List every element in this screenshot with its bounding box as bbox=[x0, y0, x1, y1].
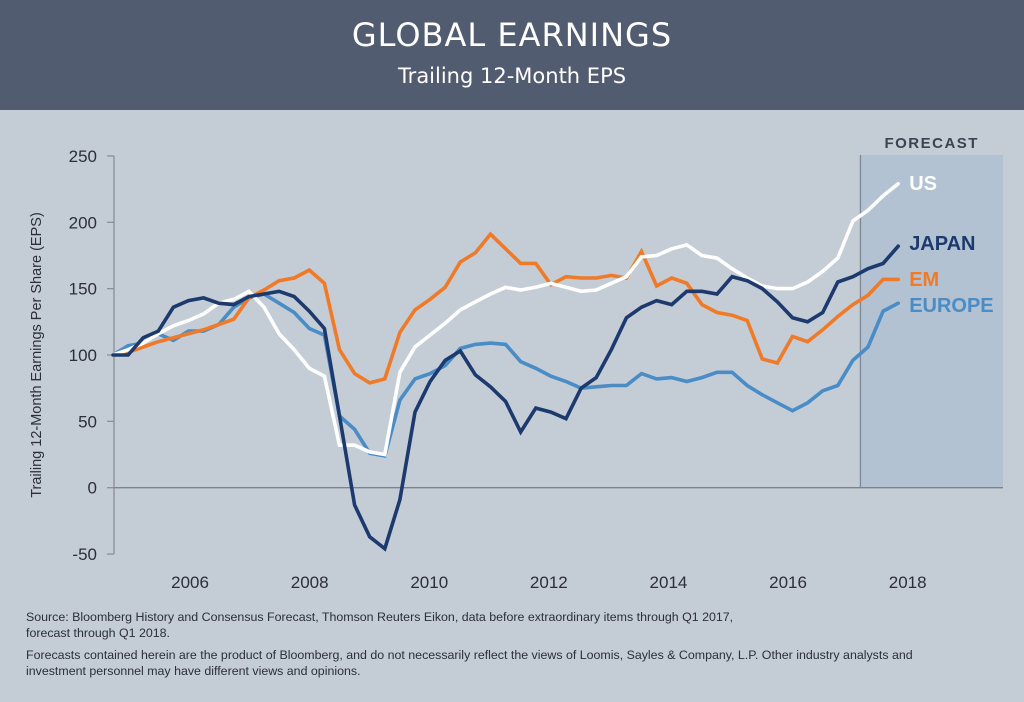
series-label-japan: JAPAN bbox=[909, 233, 975, 255]
x-tick-label: 2006 bbox=[171, 573, 209, 592]
forecast-label: FORECAST bbox=[884, 135, 979, 152]
x-tick-label: 2018 bbox=[889, 573, 927, 592]
series-line-us bbox=[111, 182, 900, 457]
series-line-europe bbox=[111, 292, 900, 458]
series-label-em: EM bbox=[909, 269, 939, 291]
disclaimer-line-1: Forecasts contained herein are the produ… bbox=[26, 648, 913, 662]
y-axis-label: Trailing 12-Month Earnings Per Share (EP… bbox=[29, 212, 45, 498]
source-note: Source: Bloomberg History and Consensus … bbox=[26, 609, 1006, 641]
y-tick-label: -50 bbox=[72, 545, 97, 564]
series-line-em bbox=[111, 231, 900, 385]
disclaimer-note: Forecasts contained herein are the produ… bbox=[26, 647, 1006, 679]
x-tick-label: 2008 bbox=[291, 573, 329, 592]
series-label-us: US bbox=[909, 173, 937, 195]
y-tick-label: 200 bbox=[69, 213, 97, 232]
chart-header: GLOBAL EARNINGS Trailing 12-Month EPS bbox=[0, 0, 1024, 110]
footnotes: Source: Bloomberg History and Consensus … bbox=[26, 609, 1006, 685]
disclaimer-line-2: investment personnel may have different … bbox=[26, 664, 361, 678]
source-line-1: Source: Bloomberg History and Consensus … bbox=[26, 610, 734, 624]
y-tick-label: 100 bbox=[69, 346, 97, 365]
series-line-japan bbox=[111, 244, 900, 552]
y-tick-label: 0 bbox=[88, 479, 97, 498]
chart-subtitle: Trailing 12-Month EPS bbox=[397, 64, 627, 88]
y-tick-label: 50 bbox=[78, 412, 97, 431]
series-label-europe: EUROPE bbox=[909, 295, 993, 317]
x-tick-label: 2016 bbox=[769, 573, 807, 592]
forecast-region bbox=[860, 154, 1003, 488]
source-line-2: forecast through Q1 2018. bbox=[26, 626, 170, 640]
y-tick-label: 250 bbox=[69, 147, 97, 166]
x-tick-label: 2012 bbox=[530, 573, 568, 592]
y-tick-label: 150 bbox=[69, 280, 97, 299]
x-tick-label: 2014 bbox=[650, 573, 688, 592]
chart-title: GLOBAL EARNINGS bbox=[351, 16, 673, 54]
x-tick-label: 2010 bbox=[410, 573, 448, 592]
